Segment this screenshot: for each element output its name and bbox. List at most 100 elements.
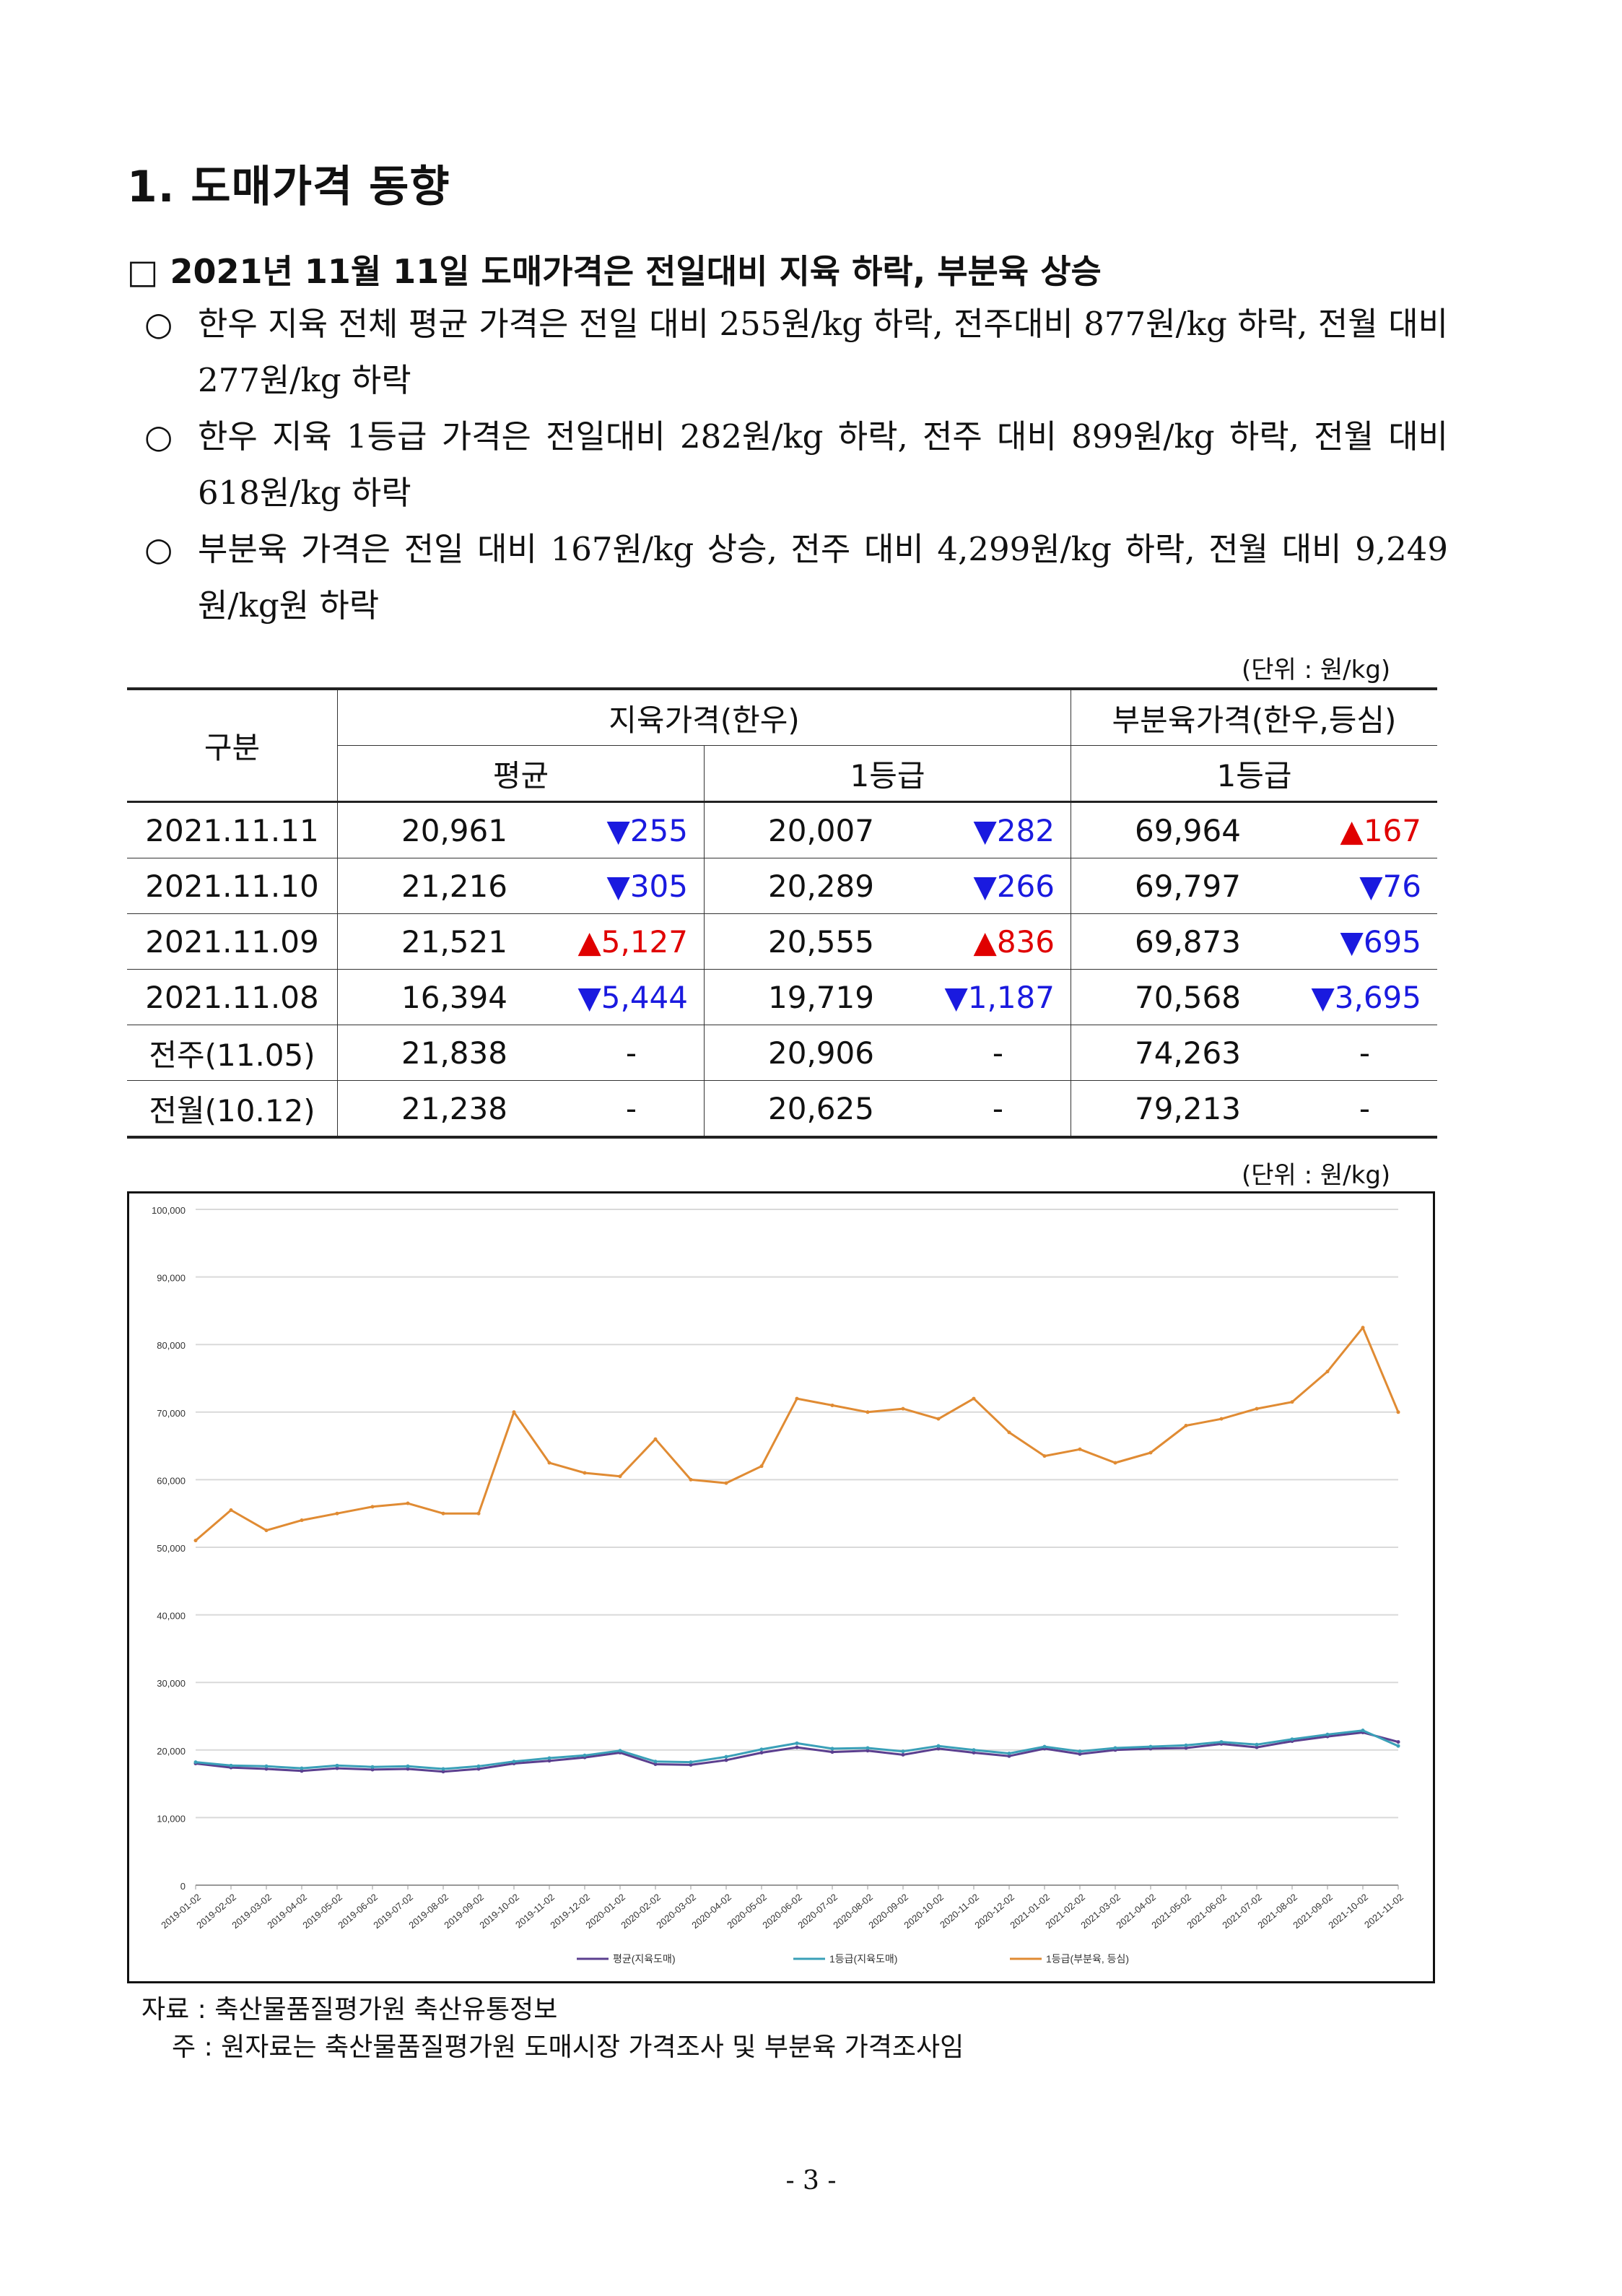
y-tick-label: 20,000 — [157, 1746, 186, 1757]
table-row: 2021.11.11 20,961 ▼255 20,007 ▼282 69,964 ▲167 — [127, 801, 1437, 858]
data-point — [724, 1754, 728, 1759]
table-header-primal: 부분육가격(한우,등심) — [1071, 687, 1437, 746]
price-value: 74,263 — [1070, 1025, 1279, 1081]
data-point — [795, 1745, 799, 1749]
price-value: 21,521 — [336, 913, 546, 970]
data-point — [1184, 1746, 1188, 1750]
data-point — [901, 1406, 905, 1411]
table-row: 2021.11.10 21,216 ▼305 20,289 ▼266 69,797 ▼76 — [127, 858, 1437, 914]
price-value: 19,719 — [703, 969, 912, 1025]
data-point — [547, 1756, 551, 1760]
data-point — [724, 1481, 728, 1485]
data-point — [1361, 1728, 1365, 1733]
price-chart: 0 10,000 20,000 30,000 40,000 50,000 60,000 70,… — [127, 1191, 1435, 1983]
price-change: ▼1,187 — [912, 969, 1071, 1025]
price-change: ▼695 — [1278, 913, 1437, 970]
data-point — [1219, 1417, 1224, 1421]
data-point — [300, 1766, 304, 1770]
x-tick-label: 2020-10-02 — [902, 1892, 946, 1931]
data-point — [264, 1767, 269, 1771]
data-point — [1007, 1751, 1011, 1755]
price-change: - — [1278, 1025, 1437, 1081]
price-change: ▼266 — [912, 858, 1071, 914]
data-point — [1219, 1740, 1224, 1744]
data-point — [406, 1767, 410, 1771]
data-point — [300, 1769, 304, 1773]
section-headline: □ 2021년 11월 11일 도매가격은 전일대비 지육 하락, 부분육 상승 — [127, 252, 1102, 291]
data-point — [724, 1758, 728, 1762]
legend-entry: 1등급(지육도매) — [793, 1953, 897, 1965]
data-point — [335, 1766, 339, 1770]
data-point — [689, 1760, 693, 1765]
data-point — [830, 1750, 834, 1754]
data-point — [370, 1765, 375, 1769]
price-change: ▼5,444 — [545, 969, 705, 1025]
price-value: 21,216 — [336, 858, 546, 914]
legend-label: 1등급(부분육, 등심) — [1046, 1953, 1129, 1965]
price-change: ▲5,127 — [545, 913, 705, 970]
y-tick-label: 70,000 — [157, 1408, 186, 1419]
data-point — [618, 1474, 622, 1479]
data-point — [830, 1747, 834, 1751]
table-row: 2021.11.09 21,521 ▲5,127 20,555 ▲836 69,873 ▼6… — [127, 913, 1437, 970]
data-point — [476, 1767, 481, 1771]
data-point — [1078, 1752, 1082, 1756]
data-point — [1255, 1406, 1259, 1411]
price-change: ▼3,695 — [1278, 969, 1437, 1025]
price-change: ▼76 — [1278, 858, 1437, 914]
source-note: 자료 : 축산물품질평가원 축산유통정보 — [141, 1995, 558, 2025]
data-point — [1148, 1744, 1153, 1749]
price-chart-svg: 0 10,000 20,000 30,000 40,000 50,000 60,000 70,… — [152, 1205, 1405, 1965]
data-point — [865, 1410, 870, 1414]
data-point — [795, 1396, 799, 1401]
data-point — [865, 1746, 870, 1750]
data-point — [1113, 1461, 1117, 1465]
price-value: 20,555 — [703, 913, 912, 970]
data-point — [1255, 1742, 1259, 1747]
row-label: 2021.11.10 — [127, 858, 338, 914]
y-tick-label: 40,000 — [157, 1611, 186, 1622]
x-tick-label: 2019-10-02 — [477, 1892, 521, 1931]
data-point — [335, 1763, 339, 1767]
price-value: 20,289 — [703, 858, 912, 914]
data-point — [759, 1751, 764, 1755]
data-point — [830, 1403, 834, 1407]
series-line-3 — [195, 1326, 1400, 1541]
data-point — [335, 1511, 339, 1516]
data-point — [583, 1471, 587, 1475]
price-value: 20,961 — [336, 801, 546, 858]
data-point — [1042, 1454, 1047, 1458]
price-value: 16,394 — [336, 969, 546, 1025]
data-point — [972, 1748, 976, 1752]
table-header-carcass: 지육가격(한우) — [337, 687, 1071, 746]
row-label: 전주(11.05) — [127, 1025, 338, 1081]
data-point — [1007, 1754, 1011, 1758]
bullet-text: 부분육 가격은 전일 대비 167원/kg 상승, 전주 대비 4,299원/k… — [198, 530, 1448, 625]
data-point — [1290, 1400, 1294, 1404]
price-change: - — [545, 1025, 705, 1081]
data-point — [193, 1539, 198, 1543]
data-point — [901, 1752, 905, 1757]
data-point — [547, 1759, 551, 1763]
table-subheader-average: 평균 — [337, 745, 705, 802]
page-number: - 3 - — [785, 2166, 837, 2196]
data-point — [1290, 1737, 1294, 1741]
data-point — [759, 1747, 764, 1752]
price-value: 69,797 — [1070, 858, 1279, 914]
data-point — [476, 1511, 481, 1516]
data-point — [1113, 1746, 1117, 1750]
x-tick-label: 2021-11-02 — [1362, 1892, 1405, 1931]
data-point — [1361, 1326, 1365, 1330]
chart-unit-label: (단위 : 원/kg) — [1242, 1161, 1391, 1190]
price-value: 79,213 — [1070, 1080, 1279, 1139]
data-point — [972, 1396, 976, 1401]
data-point — [441, 1767, 445, 1771]
table-row: 전주(11.05) 21,838-20,906-74,263- — [127, 1025, 1437, 1081]
bullet-mark: ○ — [144, 305, 173, 343]
y-tick-label: 0 — [180, 1881, 186, 1892]
price-value: 21,838 — [336, 1025, 546, 1081]
data-point — [653, 1760, 658, 1764]
y-tick-label: 90,000 — [157, 1273, 186, 1284]
price-change: - — [912, 1080, 1071, 1139]
data-point — [1184, 1743, 1188, 1747]
